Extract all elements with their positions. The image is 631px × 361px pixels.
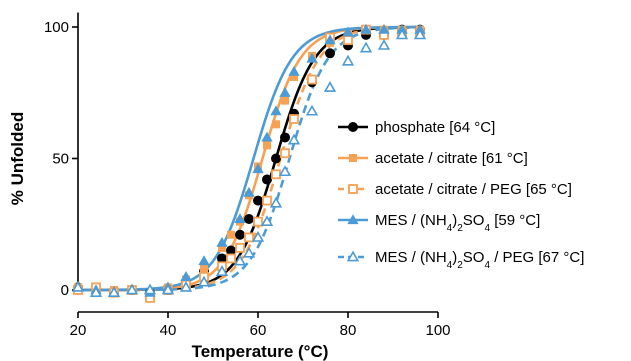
data-point-series-5	[215, 265, 229, 276]
data-point-series-4	[243, 186, 255, 197]
data-point-series-1	[270, 153, 281, 164]
y-tick-label: 50	[52, 151, 69, 168]
data-point-series-3	[262, 195, 272, 206]
data-point-series-1	[235, 229, 246, 240]
data-point-series-4	[252, 163, 264, 174]
x-tick-label: 40	[160, 322, 177, 339]
data-point-series-2	[281, 96, 289, 105]
data-point-series-1	[217, 253, 228, 264]
data-point-series-4	[216, 236, 228, 247]
legend-marker-series-3	[348, 184, 358, 194]
data-point-series-5	[260, 215, 274, 227]
data-points	[71, 23, 427, 303]
data-point-series-4	[360, 23, 372, 34]
data-point-series-3	[253, 216, 263, 227]
data-point-series-4	[324, 34, 336, 45]
data-point-series-5	[143, 283, 157, 295]
data-point-series-1	[253, 195, 264, 206]
y-tick-label: 100	[44, 19, 69, 36]
data-point-series-4	[342, 26, 354, 37]
data-point-series-5	[287, 133, 301, 145]
data-point-series-5	[71, 280, 85, 292]
legend-marker-series-4	[347, 214, 359, 225]
data-point-series-5	[341, 54, 355, 66]
data-point-series-3	[244, 232, 254, 243]
data-point-series-5	[413, 28, 427, 40]
data-point-series-2	[200, 264, 208, 273]
data-point-series-4	[306, 52, 318, 63]
legend-label-series-3: acetate / citrate / PEG [65 °C]	[375, 181, 572, 198]
data-point-series-5	[269, 196, 283, 208]
data-point-series-1	[244, 213, 255, 224]
data-point-series-5	[197, 275, 211, 287]
legend: phosphate [64 °C] acetate / citrate [61 °…	[338, 119, 584, 271]
data-point-series-2	[227, 230, 235, 239]
data-point-series-3	[280, 148, 290, 159]
data-point-series-4	[378, 23, 390, 34]
axes: 0 50 100 20 40 60 80 100 Temperature (°C) % Unfol…	[8, 12, 451, 361]
data-point-series-3	[271, 169, 281, 180]
legend-marker-series-2	[349, 154, 357, 162]
legend-marker-series-1	[347, 122, 358, 133]
data-point-series-5	[278, 165, 292, 177]
x-tick-label: 80	[340, 322, 357, 339]
data-point-series-2	[272, 120, 280, 129]
y-axis-title: % Unfolded	[8, 112, 27, 206]
data-point-series-4	[288, 65, 300, 76]
data-point-series-5	[125, 283, 139, 295]
legend-label-series-2: acetate / citrate [61 °C]	[375, 150, 528, 167]
data-point-series-5	[107, 286, 121, 298]
data-point-series-4	[234, 213, 246, 224]
data-point-series-4	[198, 255, 210, 266]
data-point-series-5	[233, 254, 247, 266]
data-point-series-5	[359, 41, 373, 53]
data-point-series-3	[307, 74, 317, 85]
data-point-series-5	[179, 280, 193, 292]
data-point-series-3	[289, 114, 299, 124]
data-point-series-5	[242, 246, 256, 258]
data-point-series-1	[226, 245, 237, 256]
y-tick-label: 0	[61, 282, 69, 299]
data-point-series-4	[261, 131, 273, 142]
data-point-series-4	[279, 86, 291, 97]
legend-label-series-4: MES / (NH4)2SO4 [59 °C]	[375, 212, 540, 234]
data-point-series-4	[180, 271, 192, 281]
data-point-series-3	[343, 35, 353, 46]
data-point-series-3	[235, 243, 245, 253]
data-point-series-5	[161, 283, 175, 295]
data-point-series-5	[89, 286, 103, 298]
x-tick-label: 20	[70, 322, 87, 339]
data-point-series-2	[263, 141, 271, 150]
x-axis-title: Temperature (°C)	[192, 342, 329, 361]
data-point-series-3	[226, 253, 236, 264]
legend-label-series-1: phosphate [64 °C]	[375, 119, 495, 136]
x-tick-label: 100	[425, 322, 450, 339]
data-point-series-1	[261, 174, 272, 185]
x-tick-label: 60	[250, 322, 267, 339]
data-point-series-5	[305, 104, 319, 116]
data-point-series-5	[377, 38, 391, 50]
data-point-series-5	[323, 81, 337, 92]
data-point-series-1	[324, 48, 335, 59]
legend-label-series-5: MES / (NH4)2SO4 / PEG [67 °C]	[375, 249, 584, 271]
data-point-series-4	[270, 105, 282, 116]
legend-marker-series-5	[346, 250, 360, 262]
data-point-series-5	[251, 230, 265, 242]
data-point-series-5	[395, 28, 409, 40]
data-point-series-1	[279, 132, 290, 143]
